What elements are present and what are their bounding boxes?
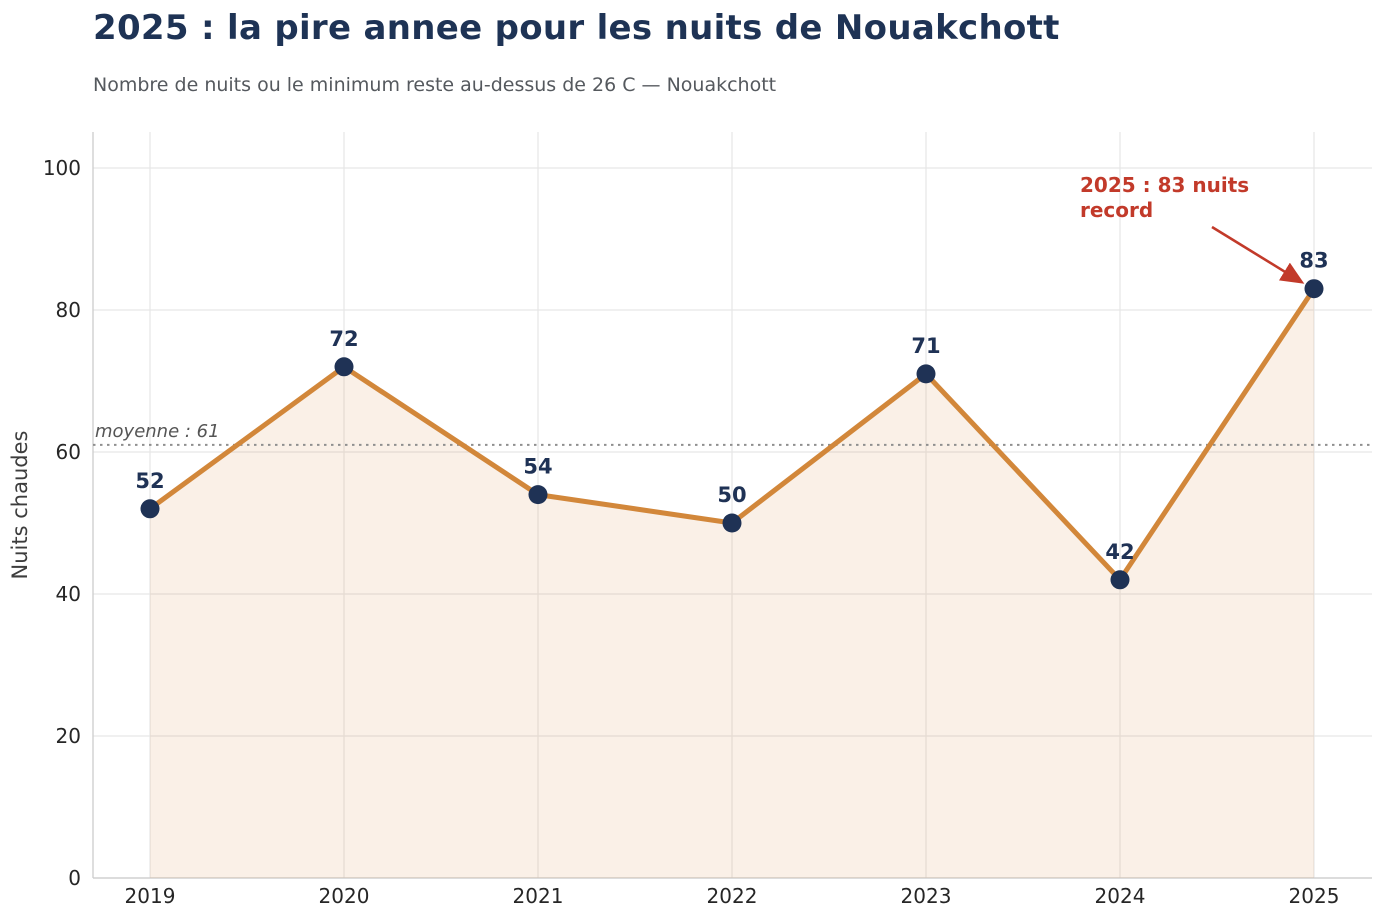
x-tick-label: 2025 <box>1289 884 1340 908</box>
data-point-marker <box>528 485 548 505</box>
x-tick-label: 2021 <box>513 884 564 908</box>
x-tick-label: 2022 <box>707 884 758 908</box>
data-point-label: 54 <box>523 455 552 479</box>
annotation-text: 2025 : 83 nuits <box>1080 173 1249 197</box>
chart-title: 2025 : la pire annee pour les nuits de N… <box>93 8 1060 48</box>
data-point-label: 83 <box>1299 249 1328 273</box>
data-point-marker <box>916 364 936 384</box>
area-fill <box>150 288 1314 878</box>
y-tick-label: 40 <box>56 582 81 606</box>
chart-subtitle: Nombre de nuits ou le minimum reste au-d… <box>93 74 777 96</box>
y-tick-label: 100 <box>43 156 81 180</box>
y-tick-label: 80 <box>56 298 81 322</box>
y-tick-label: 0 <box>68 866 81 890</box>
data-point-label: 52 <box>135 469 164 493</box>
annotation-text: record <box>1080 198 1153 222</box>
average-label: moyenne : 61 <box>95 421 220 442</box>
y-tick-label: 60 <box>56 440 81 464</box>
x-tick-label: 2019 <box>125 884 176 908</box>
y-tick-label: 20 <box>56 724 81 748</box>
data-point-label: 71 <box>911 334 940 358</box>
y-axis-label: Nuits chaudes <box>8 431 32 580</box>
x-tick-label: 2023 <box>901 884 952 908</box>
data-point-marker <box>140 499 160 519</box>
x-tick-label: 2024 <box>1095 884 1146 908</box>
data-point-label: 50 <box>717 483 746 507</box>
data-point-marker <box>722 513 742 533</box>
data-point-marker <box>334 357 354 377</box>
data-point-marker <box>1110 570 1130 590</box>
data-point-label: 72 <box>329 327 358 351</box>
data-point-label: 42 <box>1105 540 1134 564</box>
x-tick-label: 2020 <box>319 884 370 908</box>
data-point-marker <box>1304 279 1324 299</box>
annotation-arrow <box>1211 225 1305 284</box>
